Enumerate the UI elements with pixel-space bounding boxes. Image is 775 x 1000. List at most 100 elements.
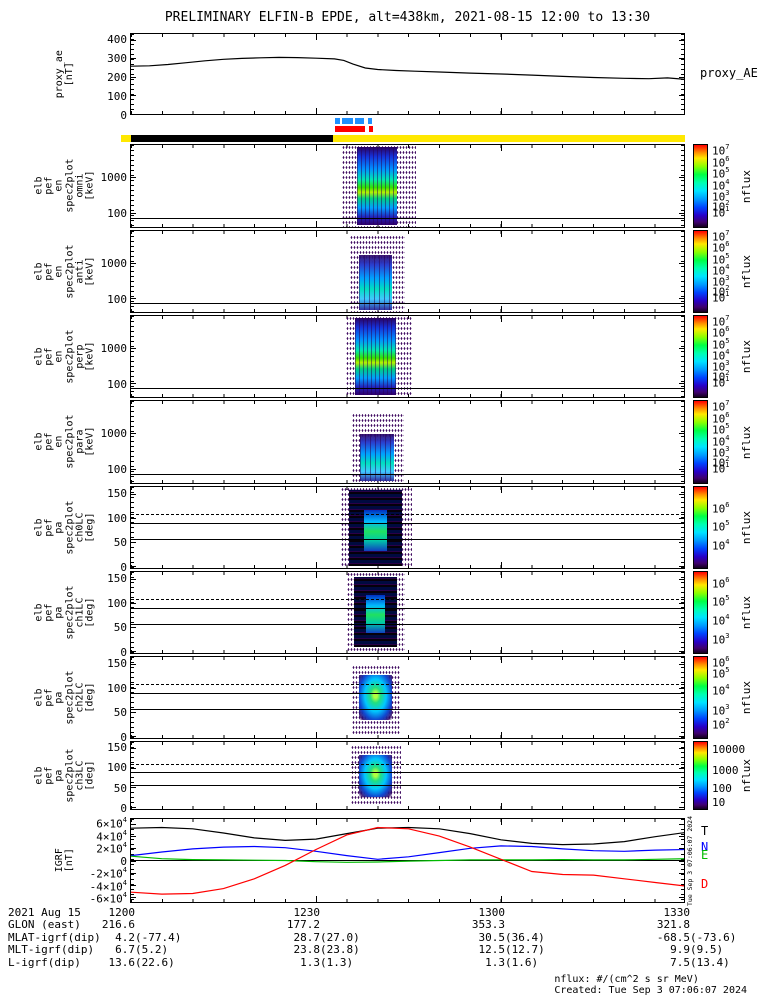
colorbar-tick-label: 104: [712, 348, 730, 363]
x-major-tick: [501, 477, 502, 483]
y-major-tick-right: [679, 114, 684, 115]
y-major-tick-left: [131, 212, 136, 214]
y-major-tick-left: [131, 897, 136, 899]
colorbar-tick-label: 103: [712, 189, 730, 204]
ytick-label: 0: [120, 560, 127, 574]
y-major-tick-left: [131, 468, 136, 470]
flag-bar-blue: [335, 118, 340, 124]
x-major-tick: [501, 562, 502, 568]
x-major-tick: [316, 572, 317, 578]
line-plot-igrf: [131, 826, 684, 895]
colorbar-tick-label: 10000: [712, 743, 746, 757]
ytick-label: 150: [107, 657, 127, 671]
x-major-tick: [316, 819, 317, 825]
colorbar-tick-label: 101: [712, 204, 730, 220]
x-minor-ticks-top: [131, 34, 684, 37]
ytick-label: 2×104: [96, 841, 127, 856]
y-major-tick-left: [131, 848, 136, 850]
info-value-main: 13.6: [108, 955, 136, 969]
colorbar-title-wrap: nflux: [736, 741, 758, 810]
x-major-tick: [501, 657, 502, 663]
colorbar-ch0lc: [693, 486, 708, 569]
colorbar-tick-label: 105: [712, 336, 730, 352]
y-major-tick-right: [679, 787, 684, 789]
colorbar-omni: [693, 144, 708, 228]
colorbar-ch3lc: [693, 741, 708, 810]
colorbar-tick-label: 103: [712, 359, 730, 375]
ytick-label: 0: [120, 645, 127, 659]
right-label-proxy_ae: proxy_AE: [700, 66, 758, 80]
y-major-tick-right: [679, 664, 684, 666]
x-major-tick: [316, 401, 317, 407]
colorbar-tick-label: 105: [712, 519, 730, 534]
x-major-tick: [316, 657, 317, 663]
losscone-line-solid: [131, 709, 684, 711]
side-timestamp-wrap: Tue Sep 3 07:06:07 2024: [684, 815, 696, 906]
colorbar-title: nflux: [740, 595, 754, 630]
y-minor-ticks-left: [131, 401, 134, 483]
colorbar-title-wrap: nflux: [736, 315, 758, 398]
ytick-label: 100: [107, 207, 127, 221]
y-major-tick-right: [679, 468, 684, 470]
side-timestamp: Tue Sep 3 07:06:07 2024: [686, 815, 695, 906]
x-major-tick: [501, 316, 502, 322]
colorbar-title: nflux: [740, 339, 754, 374]
y-minor-ticks-left: [131, 487, 134, 568]
y-major-tick-left: [131, 541, 136, 543]
igrf-legend-E: E: [701, 848, 709, 863]
y-major-tick-left: [131, 76, 136, 78]
x-major-tick: [316, 34, 317, 40]
energy-channel-line: [131, 303, 684, 305]
colorbar-tick-label: 106: [712, 500, 730, 516]
y-major-tick-left: [131, 95, 136, 97]
colorbar-tick-label: 107: [712, 399, 730, 414]
ylabel-text: elb pef en spec2plot anti [keV]: [33, 244, 96, 299]
x-major-tick: [316, 742, 317, 748]
x-major-tick: [501, 742, 502, 748]
nflux-units-note: nflux: #/(cm^2 s sr MeV): [554, 974, 699, 985]
colorbar-tick-label: 102: [712, 199, 730, 214]
y-major-tick-left: [131, 39, 136, 41]
y-minor-ticks-right: [681, 231, 684, 312]
colorbar-tick-label: 103: [712, 632, 730, 648]
y-major-tick-right: [679, 747, 684, 749]
panel-omni-box: [130, 144, 685, 228]
y-major-tick-left: [131, 747, 136, 749]
y-major-tick-right: [679, 95, 684, 97]
y-major-tick-right: [679, 541, 684, 543]
y-major-tick-right: [679, 735, 684, 737]
ytick-label: 100: [107, 292, 127, 306]
x-minor-ticks-bottom: [131, 480, 684, 483]
ytick-label: 100: [107, 681, 127, 695]
colorbar-ch1lc: [693, 571, 708, 654]
y-minor-ticks-right: [681, 34, 684, 114]
energy-channel-line: [131, 218, 684, 220]
losscone-line-dashed: [131, 514, 684, 516]
y-major-tick-left: [131, 177, 136, 179]
line-plot-proxy_ae: [131, 56, 684, 80]
y-major-tick-right: [679, 58, 684, 60]
colorbar-tick-label: 10: [712, 796, 726, 810]
info-value-main: 1.3: [485, 955, 505, 969]
info-value-paren: (23.8): [320, 943, 360, 957]
info-value-paren: (13.4): [690, 955, 730, 969]
x-major-tick: [501, 401, 502, 407]
colorbar-title-wrap: nflux: [736, 230, 758, 313]
ytick-label: 400: [107, 32, 127, 46]
losscone-line-solid: [131, 607, 684, 609]
info-value-main: 12.5: [478, 943, 506, 957]
info-value-main: 1300: [478, 906, 506, 919]
colorbar-title-wrap: nflux: [736, 571, 758, 654]
colorbar-title-wrap: nflux: [736, 400, 758, 484]
panel-ch2lc-box: [130, 656, 685, 739]
y-major-tick-right: [679, 897, 684, 899]
ytick-label: 50: [113, 781, 127, 795]
y-major-tick-left: [131, 650, 136, 652]
spectrogram-burst: [354, 576, 398, 648]
colorbar-title: nflux: [740, 254, 754, 289]
y-major-tick-left: [131, 602, 136, 604]
info-row-label: L-igrf(dip): [8, 955, 81, 969]
y-major-tick-right: [679, 565, 684, 567]
ytick-label: 150: [107, 572, 127, 586]
colorbar-tick-label: 1000: [712, 763, 739, 777]
